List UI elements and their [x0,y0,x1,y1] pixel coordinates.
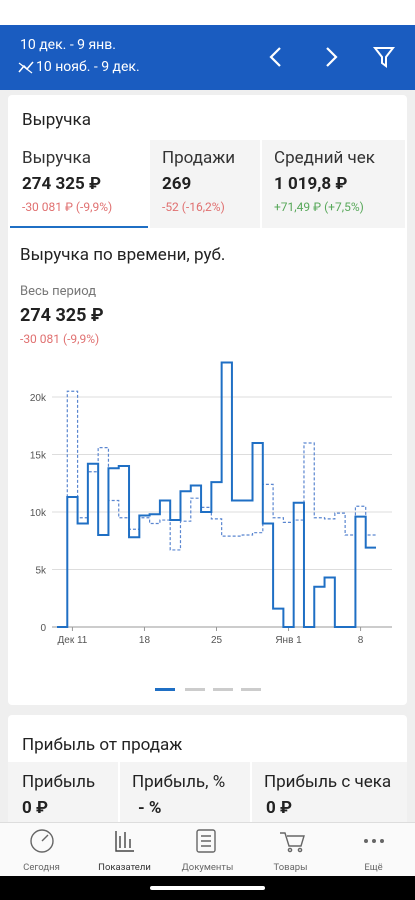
y-tick-label: 20k [30,393,47,404]
x-tick-label: Янв 1 [275,635,302,646]
y-tick-label: 10k [30,508,47,519]
series-line [57,361,376,628]
metric-tab[interactable]: Выручка 274 325 ₽ -30 081 ₽ (-9,9%) [10,140,148,228]
card-title: Выручка [22,110,91,130]
header: 10 дек. - 9 янв. 10 нояб. - 9 дек. [0,25,415,90]
tab-value: 0 ₽ [266,798,292,818]
period-label: Весь период [20,284,97,299]
tab-value: 274 325 ₽ [22,174,101,194]
next-button[interactable] [326,47,338,67]
x-tick-label: Дек 11 [57,635,87,646]
chart-title: Выручка по времени, руб. [20,245,226,265]
bottom-nav [0,822,415,876]
period-total: 274 325 ₽ [20,305,104,326]
nav-icons [30,829,385,853]
tab-label: Прибыль, % [132,772,226,792]
chart: 0 5k 10k 15k 20k Дек 11 18 25 Янв 1 8 [30,361,392,646]
tab-value: 1 019,8 ₽ [274,174,348,194]
period-change: -30 081 (-9,9%) [20,332,100,346]
nav-item[interactable]: Документы [181,862,234,873]
y-tick-label: 15k [30,451,47,462]
status-bar [0,0,415,25]
y-tick-label: 0 [40,623,46,634]
compare-period: 10 нояб. - 9 дек. [36,59,140,75]
system-bar [0,876,415,900]
metric-tab[interactable]: Средний чек 1 019,8 ₽ +71,49 ₽ (+7,5%) [262,140,405,228]
nav-item[interactable]: Сегодня [23,862,60,873]
card-title: Прибыль от продаж [22,735,183,755]
tab-label: Прибыль [22,772,96,792]
nav-item[interactable]: Товары [273,862,308,873]
profit-tabs: Прибыль 0 ₽ Прибыль, % - % Прибыль с чек… [8,762,407,825]
tab-label: Средний чек [274,148,375,168]
tab-value: 269 [162,174,192,194]
nav-item[interactable]: Ещё [364,862,383,873]
compare-icon [18,61,34,74]
tab-label: Прибыль с чека [264,772,392,792]
tab-value: 0 ₽ [22,798,48,818]
pager[interactable] [155,688,265,692]
x-tick-label: 18 [139,635,151,646]
y-tick-label: 5k [35,566,47,577]
tab-change: -30 081 ₽ (-9,9%) [22,200,113,214]
tab-label: Продажи [162,148,236,168]
x-tick-label: 25 [211,635,223,646]
tab-value: - % [138,798,162,818]
series-line [57,390,376,628]
metric-tab[interactable]: Продажи 269 -52 (-16,2%) [150,140,260,228]
nav-item[interactable]: Показатели [98,862,151,873]
header-actions[interactable] [265,45,395,69]
period: 10 дек. - 9 янв. [20,37,116,53]
prev-button[interactable] [269,47,281,67]
tab-change: +71,49 ₽ (+7,5%) [274,200,364,214]
filter-button[interactable] [372,47,395,68]
tab-change: -52 (-16,2%) [162,200,225,214]
tab-label: Выручка [22,148,91,168]
x-tick-label: 8 [358,635,364,646]
